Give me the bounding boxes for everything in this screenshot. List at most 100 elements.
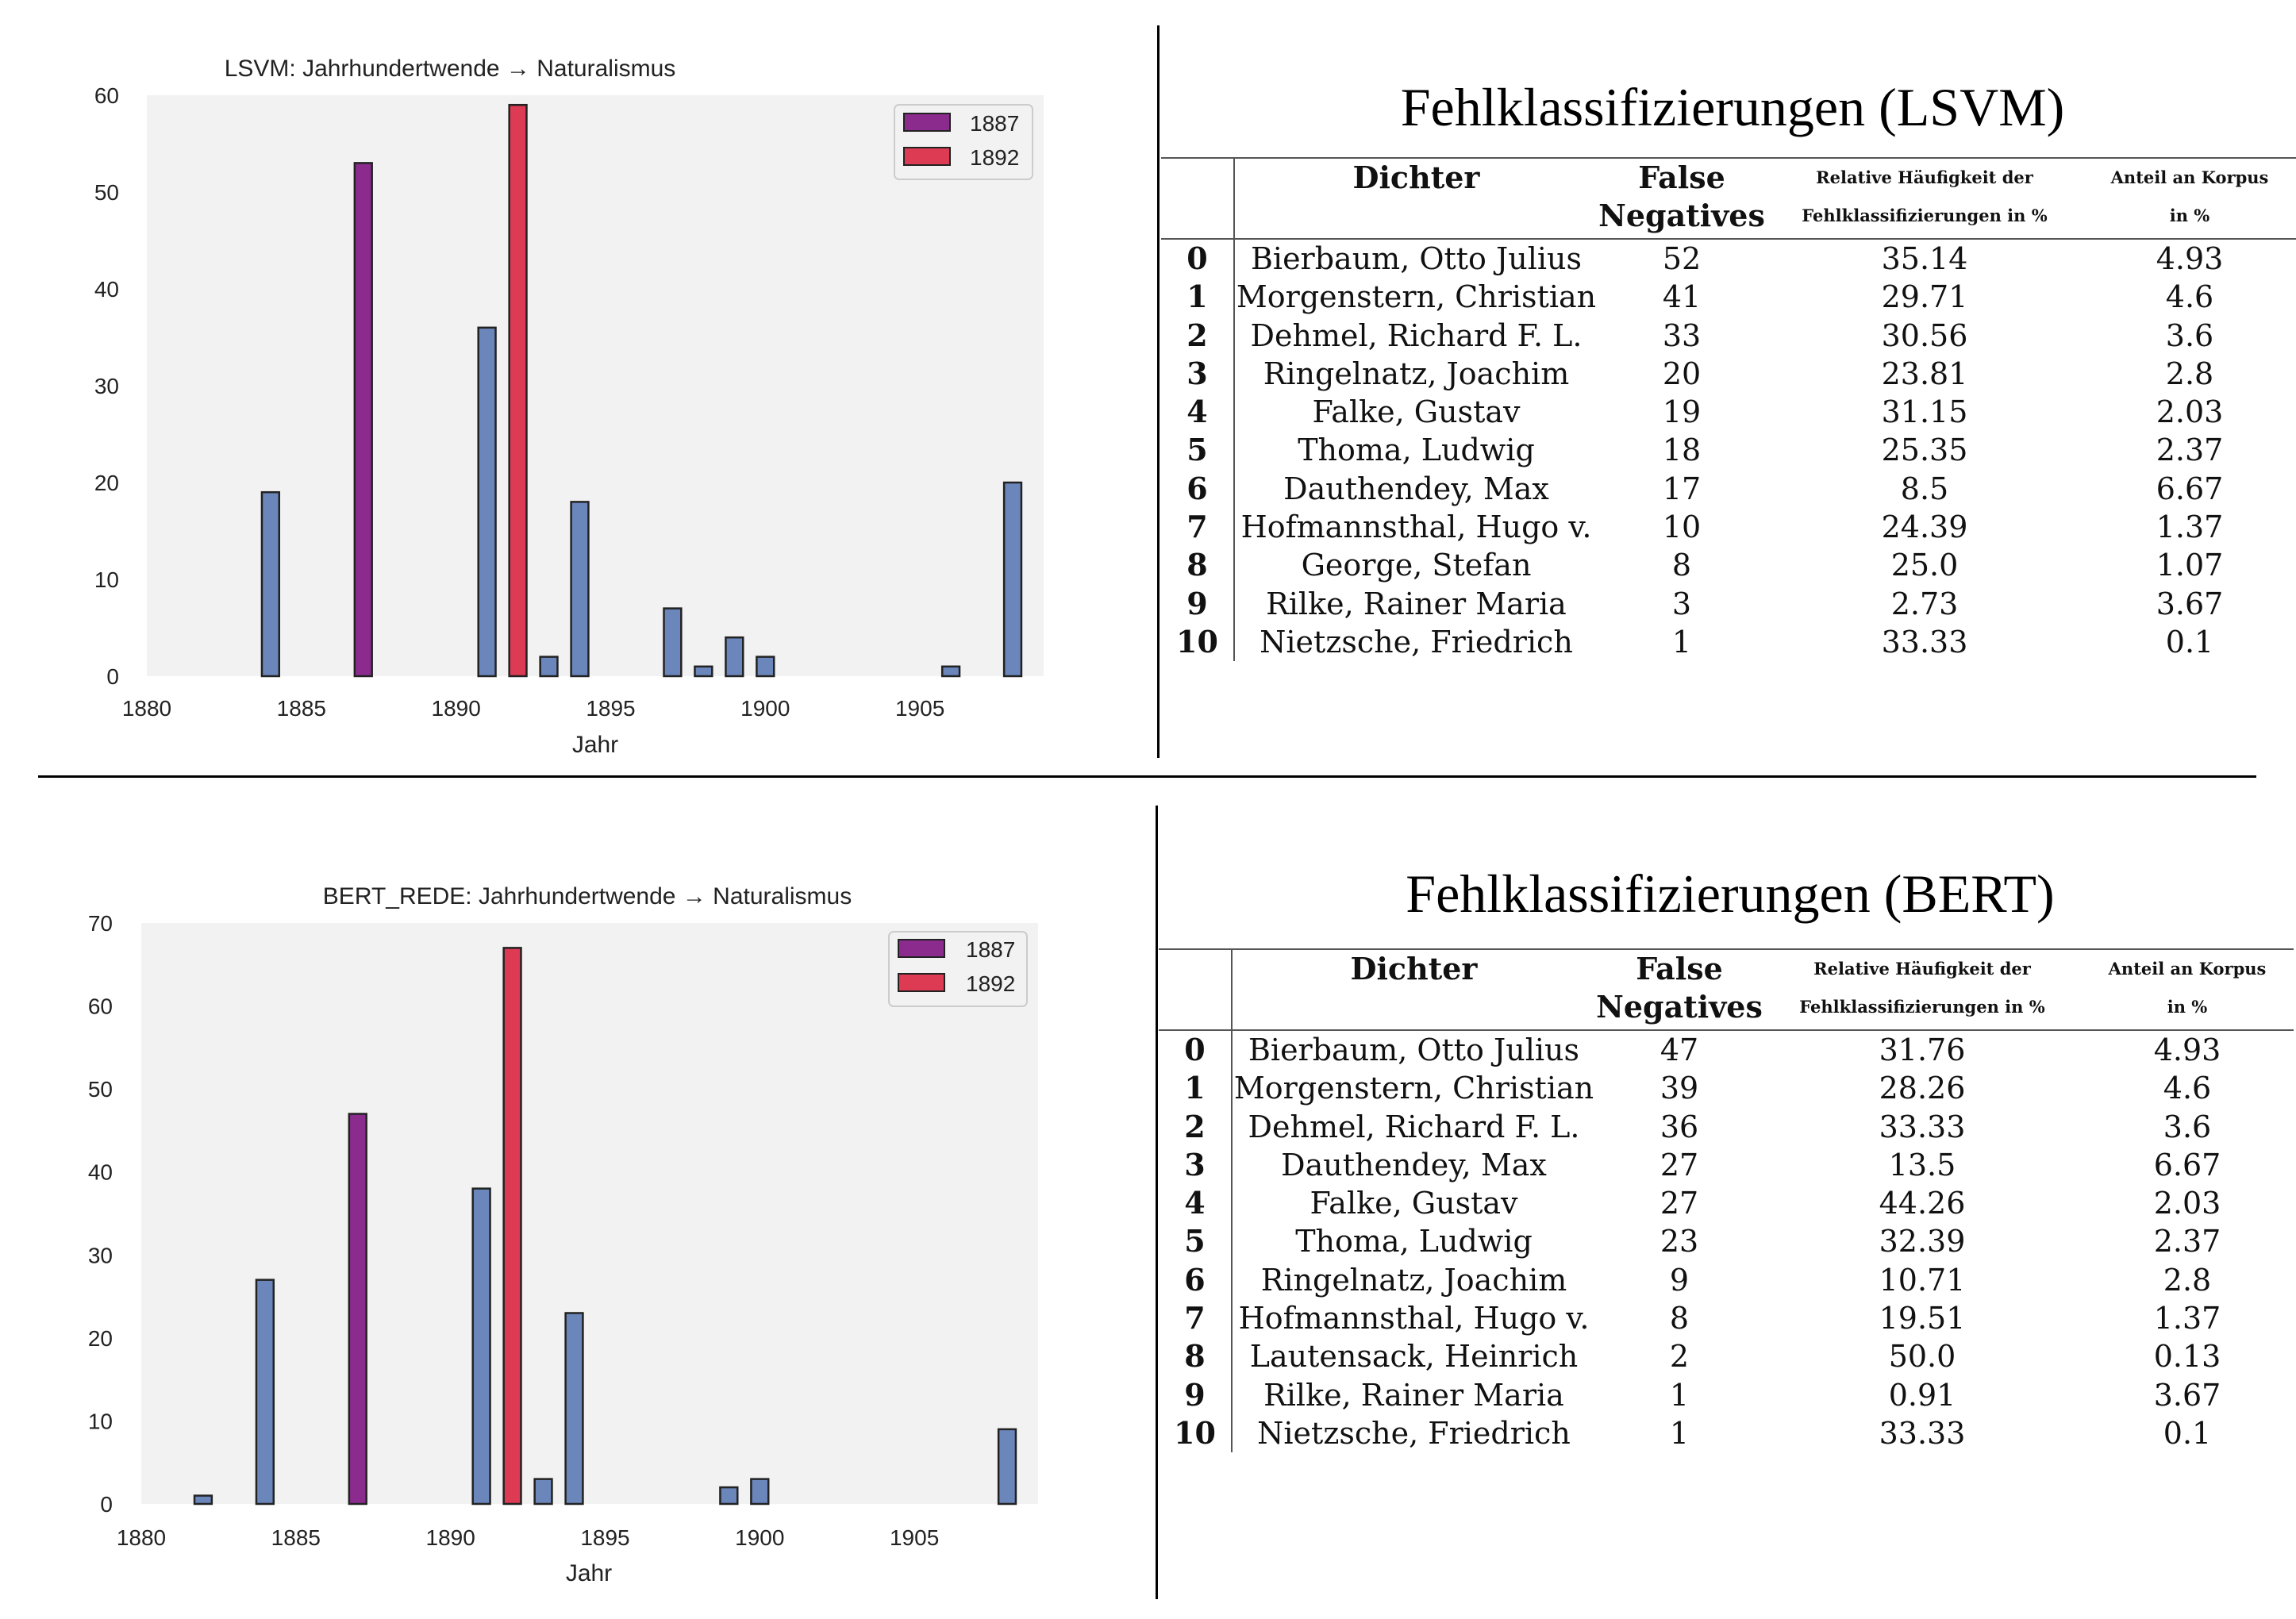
table-row: 8 George, Stefan 8 25.0 1.07 — [1161, 546, 2296, 585]
row-corpus-share: 2.03 — [2156, 394, 2224, 430]
table-row: 0 Bierbaum, Otto Julius 47 31.76 4.93 — [1159, 1030, 2294, 1070]
row-corpus-share: 3.6 — [2165, 317, 2214, 353]
row-false-negatives: 8 — [1671, 548, 1692, 583]
row-dichter: Falke, Gustav — [1310, 1186, 1518, 1221]
header-relative-frequency: Relative Häufigkeit der Fehlklassifizieru… — [1802, 167, 2048, 225]
row-dichter: Morgenstern, Christian — [1233, 1071, 1594, 1106]
legend-label-1892: 1892 — [970, 145, 1019, 170]
row-dichter: Rilke, Rainer Maria — [1263, 1377, 1564, 1413]
legend-label-1887: 1887 — [970, 111, 1019, 136]
table-bert: Fehlklassifizierungen (BERT) Dichter Fal… — [1159, 794, 2296, 1508]
row-relative-frequency: 0.91 — [1888, 1377, 1956, 1413]
row-false-negatives: 18 — [1662, 433, 1702, 468]
x-tick-label: 1890 — [432, 696, 481, 721]
row-false-negatives: 39 — [1660, 1071, 1699, 1106]
y-ticks: 0 10 20 30 40 50 60 70 — [88, 911, 113, 1517]
bar-1892 — [502, 947, 522, 1506]
row-corpus-share: 4.93 — [2156, 241, 2224, 276]
row-false-negatives: 47 — [1660, 1033, 1699, 1067]
bar-1882 — [193, 1494, 213, 1506]
row-index: 0 — [1159, 1030, 1233, 1070]
x-tick-label: 1895 — [580, 1525, 629, 1550]
header-false-negatives: False Negatives — [1598, 160, 1765, 233]
row-false-negatives: 36 — [1660, 1109, 1699, 1144]
row-corpus-share: 2.37 — [2153, 1224, 2221, 1259]
table-row: 0 Bierbaum, Otto Julius 52 35.14 4.93 — [1161, 239, 2296, 279]
y-tick-label: 60 — [88, 994, 113, 1019]
table-row: 10 Nietzsche, Friedrich 1 33.33 0.1 — [1159, 1413, 2294, 1453]
table-row: 5 Thoma, Ludwig 23 32.39 2.37 — [1159, 1222, 2294, 1261]
bar-1908 — [997, 1428, 1017, 1506]
header-corpus-share: Anteil an Korpus in % — [2110, 167, 2269, 225]
chart-bert: BERT_REDE: Jahrhundertwende → Naturalism… — [0, 825, 1135, 1587]
row-relative-frequency: 33.33 — [1879, 1109, 1966, 1144]
row-relative-frequency: 30.56 — [1881, 317, 1968, 353]
row-dichter: Dehmel, Richard F. L. — [1248, 1109, 1580, 1144]
table-row: 4 Falke, Gustav 27 44.26 2.03 — [1159, 1184, 2294, 1223]
table-title: Fehlklassifizierungen (LSVM) — [1400, 77, 2065, 137]
row-dichter: Dehmel, Richard F. L. — [1250, 317, 1583, 353]
legend-swatch-1887 — [903, 113, 951, 132]
row-dichter: Hofmannsthal, Hugo v. — [1240, 510, 1592, 545]
row-relative-frequency: 25.0 — [1890, 548, 1959, 583]
row-dichter: Dauthendey, Max — [1281, 1147, 1547, 1183]
row-corpus-share: 6.67 — [2153, 1147, 2221, 1183]
y-ticks: 0 10 20 30 40 50 60 — [94, 83, 119, 689]
chart-title: BERT_REDE: Jahrhundertwende → Naturalism… — [323, 883, 852, 909]
table-row: 5 Thoma, Ludwig 18 25.35 2.37 — [1161, 431, 2296, 470]
row-relative-frequency: 44.26 — [1879, 1186, 1966, 1221]
row-corpus-share: 2.8 — [2165, 356, 2214, 391]
table-row: 1 Morgenstern, Christian 39 28.26 4.6 — [1159, 1069, 2294, 1108]
row-index: 3 — [1161, 354, 1235, 394]
row-dichter: Morgenstern, Christian — [1236, 279, 1597, 315]
row-relative-frequency: 19.51 — [1879, 1301, 1966, 1336]
row-index: 10 — [1161, 622, 1235, 662]
y-tick-label: 30 — [88, 1243, 113, 1267]
row-index: 0 — [1161, 239, 1235, 279]
row-index: 2 — [1161, 316, 1235, 355]
row-index: 5 — [1161, 431, 1235, 470]
bar-1899 — [725, 636, 744, 678]
legend: 1887 1892 — [894, 104, 1033, 180]
row-relative-frequency: 35.14 — [1881, 241, 1968, 276]
row-false-negatives: 27 — [1660, 1147, 1699, 1183]
header-relative-frequency: Relative Häufigkeit der Fehlklassifizieru… — [1799, 959, 2045, 1017]
legend-label-1887: 1887 — [966, 937, 1015, 962]
misclassification-table: Dichter False Negatives Relative Häufigke… — [1161, 157, 2296, 662]
row-false-negatives: 2 — [1669, 1339, 1690, 1375]
header-dichter: Dichter — [1350, 951, 1478, 986]
y-tick-label: 60 — [94, 83, 119, 108]
row-corpus-share: 3.6 — [2163, 1109, 2212, 1144]
row-false-negatives: 20 — [1662, 356, 1702, 391]
table-row: 7 Hofmannsthal, Hugo v. 10 24.39 1.37 — [1161, 508, 2296, 547]
row-index: 7 — [1159, 1299, 1233, 1338]
table-row: 10 Nietzsche, Friedrich 1 33.33 0.1 — [1161, 622, 2296, 662]
x-tick-label: 1895 — [586, 696, 635, 721]
row-relative-frequency: 33.33 — [1881, 624, 1968, 660]
x-ticks: 1880 1885 1890 1895 1900 1905 — [122, 696, 944, 721]
row-relative-frequency: 8.5 — [1900, 471, 1949, 506]
bar-1887 — [348, 1113, 367, 1506]
x-axis-label: Jahr — [566, 1560, 612, 1586]
row-dichter: Bierbaum, Otto Julius — [1248, 1033, 1580, 1067]
row-corpus-share: 1.37 — [2156, 510, 2224, 545]
table-row: 8 Lautensack, Heinrich 2 50.0 0.13 — [1159, 1337, 2294, 1376]
row-dichter: Thoma, Ludwig — [1298, 433, 1535, 468]
row-index: 9 — [1161, 584, 1235, 623]
row-false-negatives: 27 — [1660, 1186, 1699, 1221]
table-row: 2 Dehmel, Richard F. L. 33 30.56 3.6 — [1161, 316, 2296, 355]
x-tick-label: 1880 — [122, 696, 171, 721]
y-tick-label: 10 — [94, 567, 119, 592]
header-corpus-share: Anteil an Korpus in % — [2108, 959, 2267, 1017]
header-index — [1159, 949, 1233, 1030]
bar-1900 — [750, 1478, 770, 1506]
chart-bert-svg: BERT_REDE: Jahrhundertwende → Naturalism… — [88, 883, 1038, 1586]
x-tick-label: 1900 — [740, 696, 790, 721]
row-corpus-share: 0.1 — [2165, 624, 2214, 660]
row-relative-frequency: 13.5 — [1888, 1147, 1956, 1183]
table-header-row: Dichter False Negatives Relative Häufigke… — [1159, 949, 2294, 1030]
table-lsvm: Fehlklassifizierungen (LSVM) Dichter Fal… — [1161, 0, 2296, 714]
legend-swatch-1887 — [898, 939, 945, 958]
x-tick-label: 1885 — [277, 696, 326, 721]
